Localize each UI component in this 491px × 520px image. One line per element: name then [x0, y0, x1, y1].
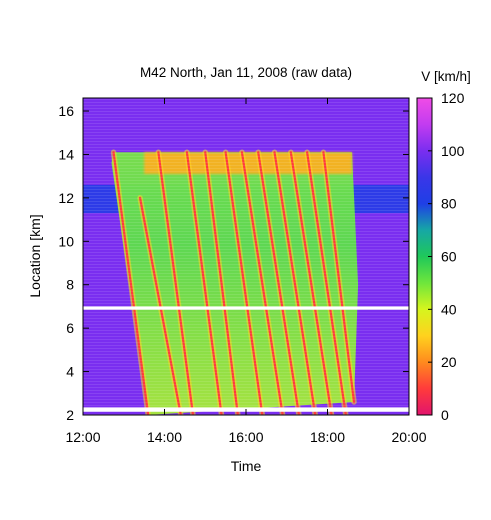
plot-area: [83, 98, 409, 415]
colorbar-tick-label: 120: [441, 90, 465, 106]
scanline-texture: [83, 98, 409, 415]
y-tick-label: 14: [58, 146, 74, 162]
x-tick-label: 14:00: [147, 429, 182, 445]
y-tick-label: 4: [66, 364, 74, 380]
colorbar-tick-label: 20: [441, 354, 457, 370]
y-axis-label: Location [km]: [27, 214, 43, 297]
x-axis-ticks: 12:00 14:00 16:00 18:00 20:00: [65, 98, 427, 445]
chart-title: M42 North, Jan 11, 2008 (raw data): [140, 65, 352, 80]
colorbar-tick-label: 40: [441, 301, 457, 317]
colorbar-tick-label: 100: [441, 143, 465, 159]
y-axis-ticks: 2 4 6 8 10 12 14 16: [58, 103, 409, 423]
y-tick-label: 12: [58, 190, 74, 206]
y-tick-label: 10: [58, 233, 74, 249]
colorbar-label: V [km/h]: [421, 69, 471, 84]
x-tick-label: 20:00: [391, 429, 426, 445]
x-tick-label: 12:00: [65, 429, 100, 445]
y-tick-label: 6: [66, 320, 74, 336]
x-axis-label: Time: [231, 458, 262, 474]
colorbar-tick-label: 80: [441, 196, 457, 212]
y-tick-label: 16: [58, 103, 74, 119]
y-tick-label: 2: [66, 407, 74, 423]
data-gap: [83, 306, 409, 310]
colorbar-ticks: 0 20 40 60 80 100 120: [428, 90, 465, 423]
colorbar-tick-label: 60: [441, 249, 457, 265]
x-tick-label: 16:00: [228, 429, 263, 445]
y-tick-label: 8: [66, 277, 74, 293]
x-tick-label: 18:00: [310, 429, 345, 445]
colorbar-tick-label: 0: [441, 407, 449, 423]
